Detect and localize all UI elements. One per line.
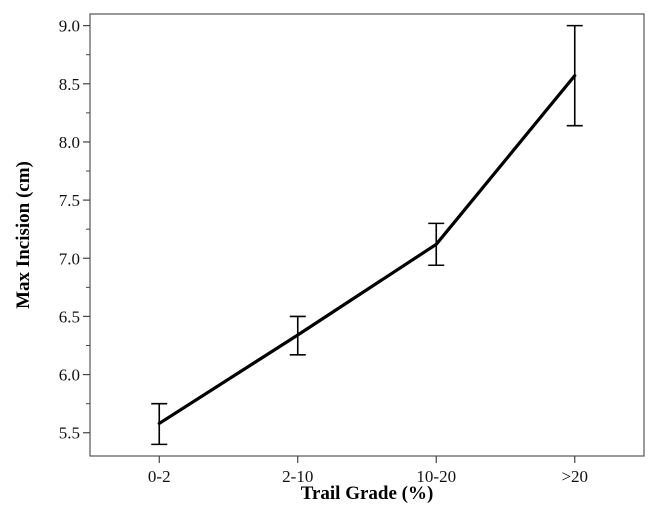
y-tick-label: 8.5 <box>59 75 80 94</box>
y-tick-label: 6.5 <box>59 307 80 326</box>
x-axis: 0-2 2-10 10-20 >20 <box>148 456 588 486</box>
y-tick-label: 7.5 <box>59 191 80 210</box>
y-axis-title: Max Incision (cm) <box>13 161 34 309</box>
series-group <box>157 74 577 426</box>
x-tick-label: 10-20 <box>416 467 456 486</box>
series-line <box>157 74 577 426</box>
x-tick-label: 2-10 <box>282 467 313 486</box>
x-tick-label: 0-2 <box>148 467 171 486</box>
y-tick-label: 9.0 <box>59 17 80 36</box>
y-tick-label: 7.0 <box>59 249 80 268</box>
y-tick-label: 5.5 <box>59 424 80 443</box>
plot-frame <box>89 13 645 457</box>
x-axis-title: Trail Grade (%) <box>301 483 434 504</box>
y-tick-label: 6.0 <box>59 366 80 385</box>
error-bars <box>151 24 583 446</box>
y-tick-label: 8.0 <box>59 133 80 152</box>
x-tick-label: >20 <box>561 467 588 486</box>
y-axis: 5.5 6.0 6.5 7.0 7.5 8.0 8.5 9.0 <box>59 17 90 443</box>
